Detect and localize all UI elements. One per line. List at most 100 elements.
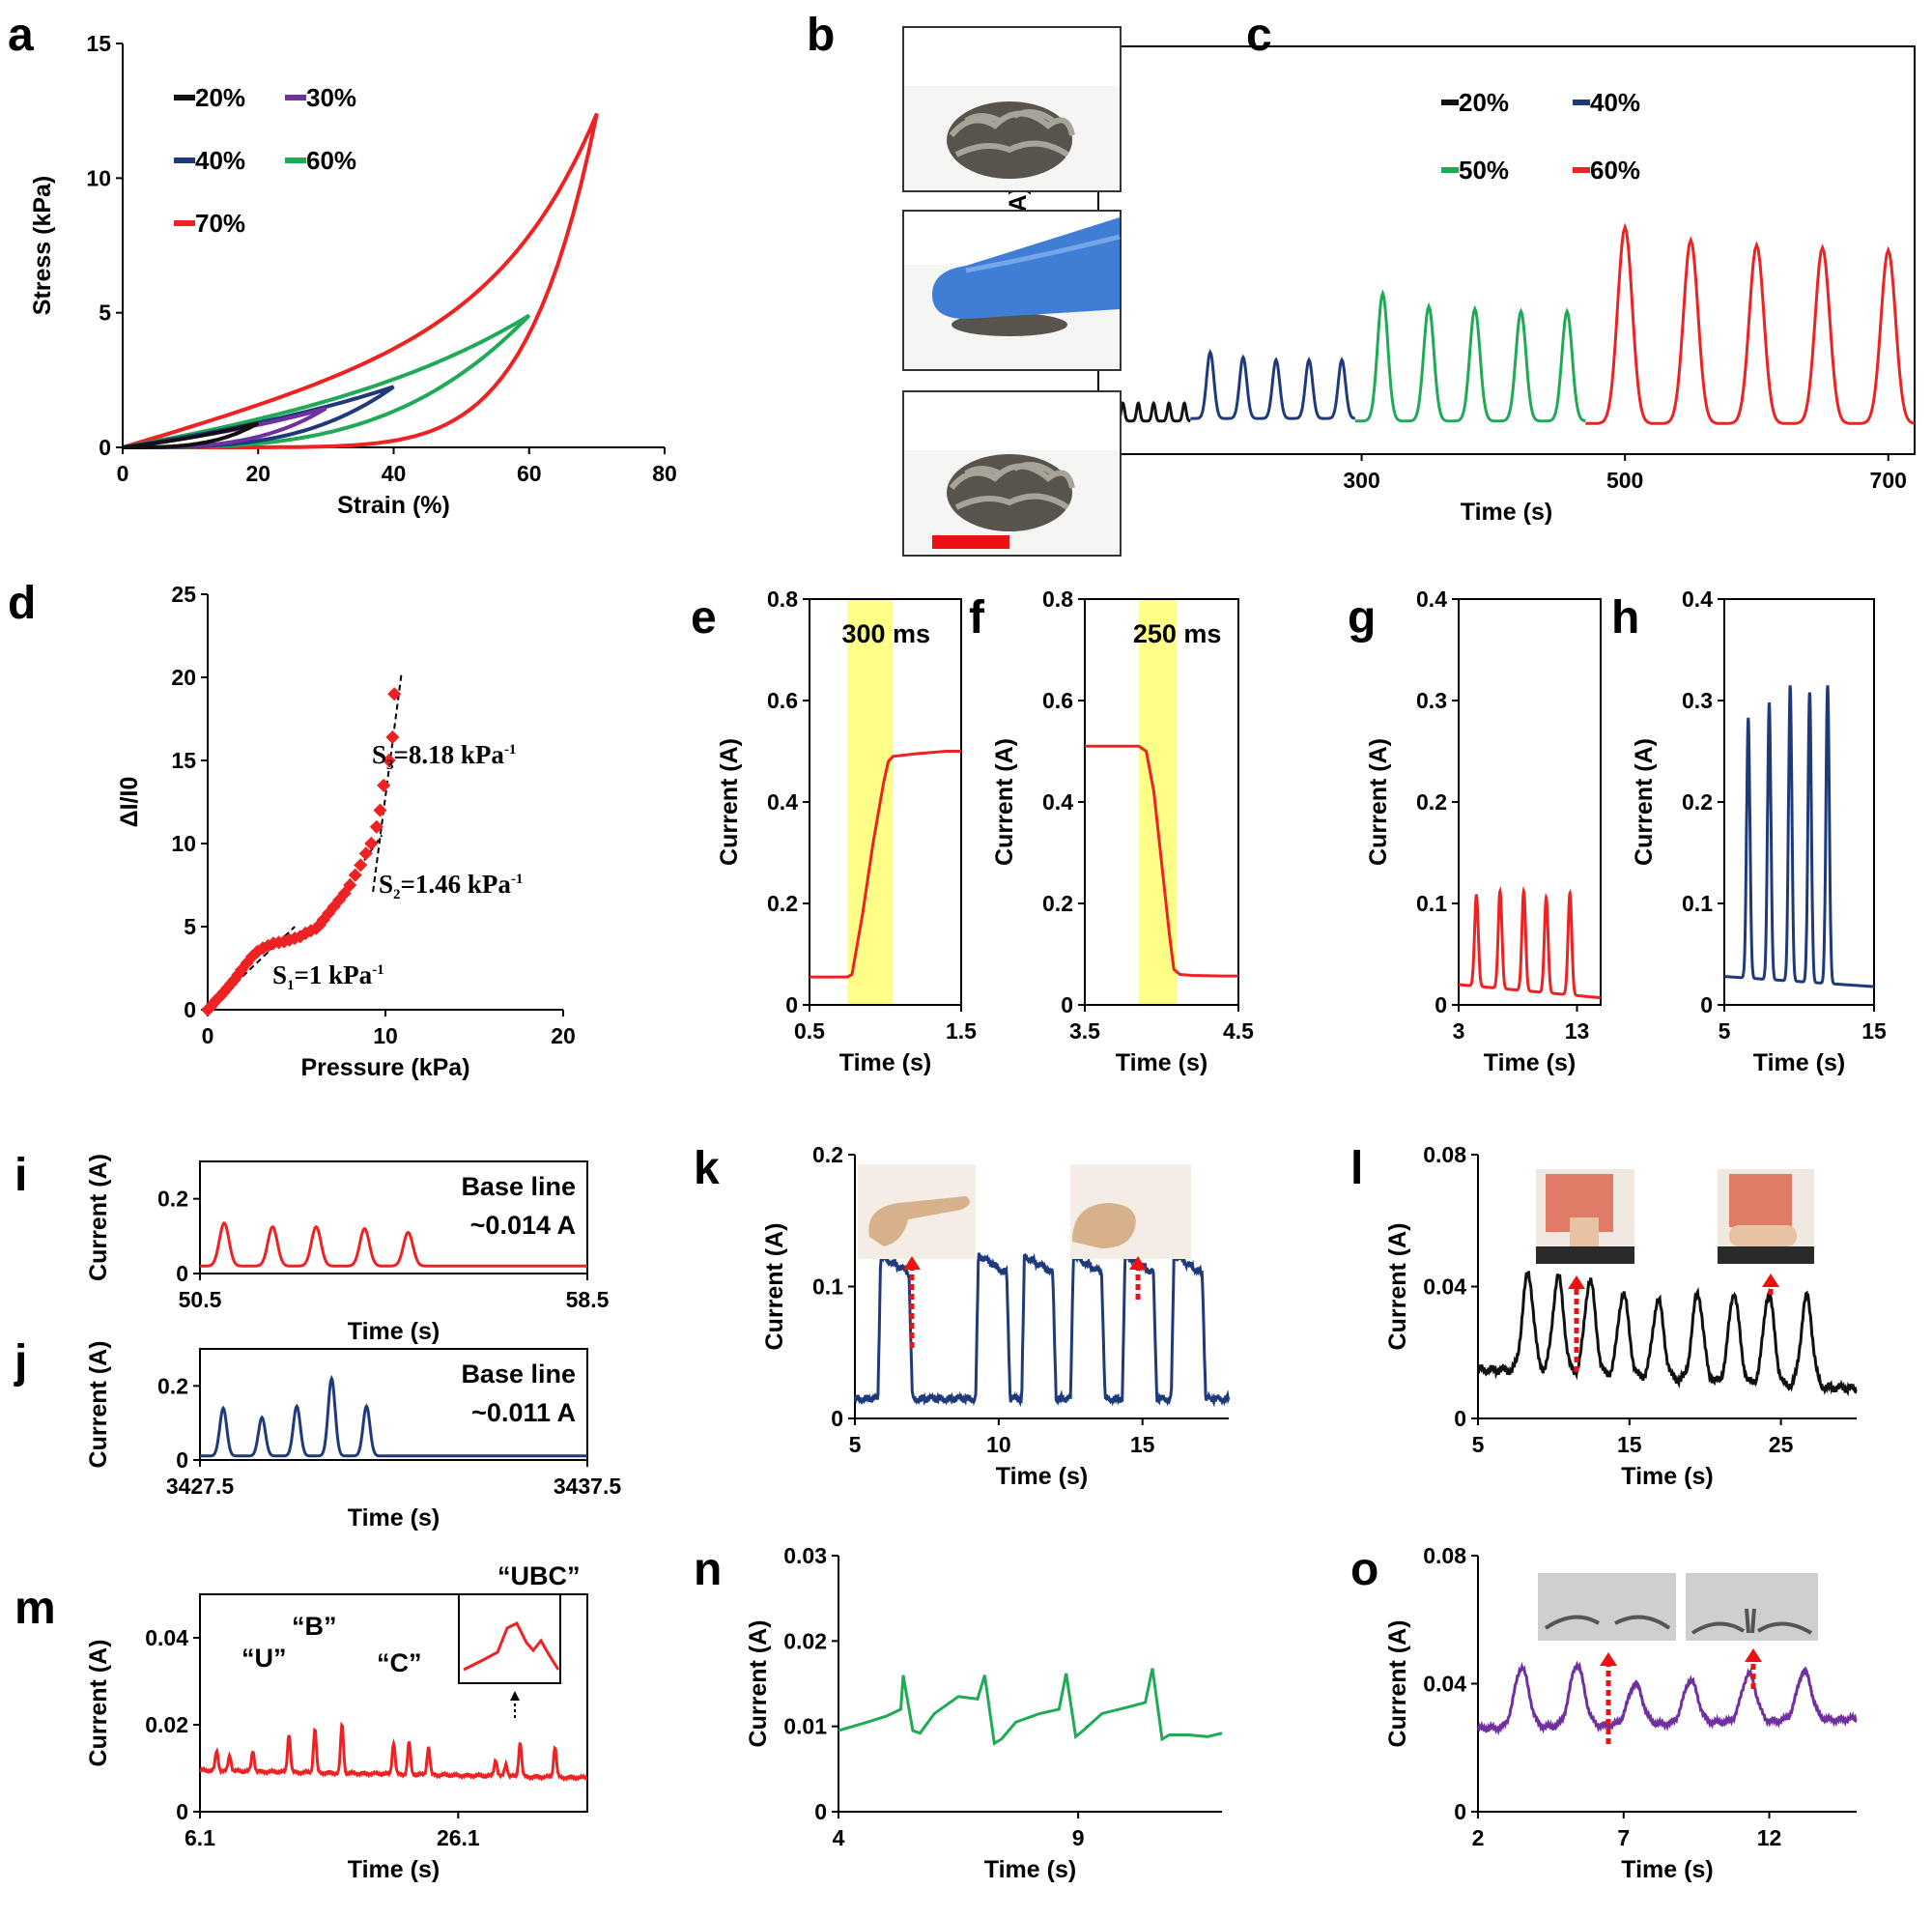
f-y-tick-label: 0.2	[1042, 891, 1073, 916]
l-x-tick-label: 15	[1617, 1432, 1642, 1457]
d-y-tick-label: 20	[171, 665, 196, 690]
n-x-tick-label: 4	[833, 1825, 845, 1850]
panel-label-d: d	[8, 578, 36, 629]
baseline-value: ~0.011 A	[471, 1398, 576, 1427]
d-y-tick-label: 0	[184, 997, 196, 1022]
sensitivity-subscript: 3	[386, 758, 394, 773]
g-y-tick-label: 0.3	[1416, 688, 1447, 713]
m-y-tick-label: 0.02	[145, 1712, 188, 1737]
m-y-tick-label: 0	[176, 1799, 188, 1824]
legend-label: 60%	[1590, 156, 1640, 185]
d-x-axis-label: Pressure (kPa)	[300, 1054, 469, 1081]
signal-trace	[200, 1374, 587, 1458]
d-y-tick-label: 25	[171, 582, 196, 607]
g-y-tick-label: 0.2	[1416, 789, 1447, 815]
c-x-tick-label: 500	[1606, 468, 1643, 493]
response-curve	[1085, 744, 1238, 978]
o-y-tick-label: 0.04	[1423, 1672, 1466, 1697]
legend-label: 20%	[1459, 88, 1509, 117]
e-y-tick-label: 0.2	[767, 891, 798, 916]
shirt-shape	[1729, 1174, 1792, 1227]
h-y-tick-label: 0.1	[1682, 891, 1713, 916]
e-x-tick-label: 1.5	[946, 1018, 977, 1044]
j-x-tick-label: 3427.5	[166, 1474, 235, 1499]
inset-title: “UBC”	[497, 1561, 581, 1590]
bent-finger-photo	[1070, 1164, 1191, 1259]
series-50%	[1354, 289, 1586, 423]
a-x-axis-label: Strain (%)	[337, 492, 450, 519]
m-y-tick-label: 0.04	[145, 1625, 188, 1650]
signal-trace	[199, 1721, 588, 1783]
f-x-tick-label: 4.5	[1223, 1018, 1254, 1044]
photo-bg	[1538, 1573, 1676, 1641]
f-y-tick-label: 0.4	[1042, 789, 1073, 815]
f-x-axis-label: Time (s)	[1116, 1049, 1208, 1076]
o-y-tick-label: 0	[1454, 1799, 1466, 1824]
eyebrow-shape	[1690, 1608, 1813, 1635]
o-x-tick-label: 12	[1757, 1825, 1782, 1850]
h-x-tick-label: 5	[1719, 1018, 1731, 1044]
indicator-arrow-head	[903, 1256, 921, 1270]
data-point	[373, 803, 387, 817]
a-x-tick-label: 20	[245, 461, 270, 486]
indicator-arrow-head	[1600, 1652, 1617, 1666]
baseline-label: Base line	[461, 1360, 576, 1388]
legend-label: 40%	[1590, 88, 1640, 117]
panel-label-c: c	[1246, 10, 1272, 61]
c-x-tick-label: 700	[1870, 468, 1907, 493]
chart-e: 0 0.2 0.4 0.6 0.8 0.5 1.5 Time (s) Current (A) e 3…	[691, 587, 977, 1076]
c-x-tick-label: 300	[1343, 468, 1379, 493]
e-x-axis-label: Time (s)	[839, 1049, 931, 1076]
chart-o: 0 0.04 0.08 2 7 12 Time (s) Current (A)o	[1350, 1543, 1858, 1883]
a-y-tick-label: 0	[99, 435, 111, 460]
sensitivity-label: S1=1 kPa-1	[272, 960, 384, 993]
signal-trace	[838, 1668, 1223, 1746]
scale-bar	[932, 535, 1009, 549]
h-y-axis-label: Current (A)	[1631, 738, 1658, 866]
l-x-axis-label: Time (s)	[1621, 1463, 1713, 1490]
sample-at-rest-photo	[902, 26, 1122, 192]
k-x-tick-label: 10	[986, 1432, 1011, 1457]
d-y-tick-label: 5	[184, 914, 196, 939]
d-x-tick-label: 20	[551, 1023, 576, 1048]
j-x-tick-label: 3437.5	[554, 1474, 622, 1499]
e-y-tick-label: 0.8	[767, 587, 798, 612]
n-y-tick-label: 0.02	[783, 1628, 827, 1653]
legend-label: 70%	[195, 209, 245, 238]
fist-shape	[1072, 1203, 1136, 1248]
chart-a: 0 5 10 15 0 20 40 60 80 Strain (%) Stress (kPa) a 20…	[8, 10, 677, 519]
panel-label-o: o	[1350, 1544, 1378, 1595]
m-x-tick-label: 26.1	[437, 1825, 480, 1850]
h-y-tick-label: 0	[1700, 992, 1713, 1017]
chart-k: 0 0.1 0.2 5 10 15 Time (s) Current (A) k	[694, 1142, 1231, 1490]
k-x-axis-label: Time (s)	[996, 1463, 1088, 1490]
l-x-tick-label: 25	[1769, 1432, 1794, 1457]
d-y-tick-label: 15	[171, 748, 196, 773]
e-y-tick-label: 0	[785, 992, 798, 1017]
a-x-tick-label: 40	[382, 461, 407, 486]
panel-label-b: b	[807, 10, 835, 61]
n-y-tick-label: 0	[814, 1799, 827, 1824]
g-x-tick-label: 13	[1565, 1018, 1590, 1044]
response-time-label: 300 ms	[841, 619, 930, 648]
chart-g: 0 0.1 0.2 0.3 0.4 3 13 Time (s) Current (A) g	[1348, 587, 1602, 1076]
n-x-axis-label: Time (s)	[984, 1856, 1076, 1883]
i-x-axis-label: Time (s)	[348, 1318, 440, 1345]
chart-n: 0 0.01 0.02 0.03 4 9 Time (s) Current (A) n	[694, 1543, 1223, 1883]
g-y-axis-label: Current (A)	[1365, 738, 1392, 866]
a-y-tick-label: 15	[86, 31, 111, 56]
a-y-axis-label: Stress (kPa)	[29, 176, 56, 316]
inset-plot	[458, 1593, 561, 1718]
h-y-tick-label: 0.3	[1682, 688, 1713, 713]
inset-pointer-head	[510, 1691, 520, 1701]
data-point	[358, 846, 373, 861]
n-y-tick-label: 0.01	[783, 1714, 827, 1739]
o-y-axis-label: Current (A)	[1384, 1620, 1411, 1748]
o-x-tick-label: 2	[1472, 1825, 1485, 1850]
panel-label-a: a	[8, 10, 34, 61]
a-x-tick-label: 0	[117, 461, 129, 486]
data-point	[385, 730, 400, 744]
l-x-tick-label: 5	[1472, 1432, 1485, 1457]
sample-recovered-photo	[902, 390, 1122, 557]
